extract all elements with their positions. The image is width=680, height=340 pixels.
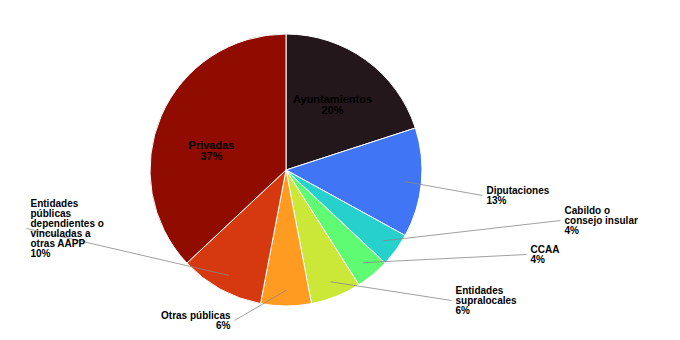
- svg-text:Ayuntamientos20%: Ayuntamientos20%: [293, 93, 372, 116]
- svg-text:Entidadessupralocales6%: Entidadessupralocales6%: [456, 285, 518, 316]
- svg-text:Diputaciones13%: Diputaciones13%: [487, 185, 550, 206]
- svg-text:Otras públicas6%: Otras públicas6%: [161, 310, 231, 331]
- svg-text:Cabildo oconsejo insular4%: Cabildo oconsejo insular4%: [565, 205, 638, 236]
- svg-text:Entidadespúblicasdependientes: Entidadespúblicasdependientes ovinculada…: [31, 198, 104, 259]
- svg-text:Privadas37%: Privadas37%: [189, 139, 235, 162]
- svg-text:CCAA4%: CCAA4%: [531, 244, 560, 265]
